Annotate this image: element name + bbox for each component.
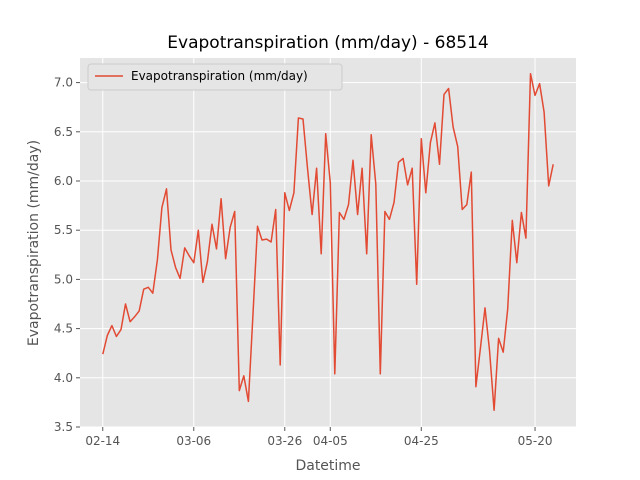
y-tick-label: 7.0 xyxy=(54,76,73,90)
legend-box xyxy=(87,63,343,91)
x-tick-label: 04-05 xyxy=(313,434,348,448)
chart-title: Evapotranspiration (mm/day) - 68514 xyxy=(167,33,488,53)
x-tick-label: 03-06 xyxy=(176,434,211,448)
legend-label: Evapotranspiration (mm/day) xyxy=(131,69,308,83)
y-tick-label: 4.0 xyxy=(54,371,73,385)
x-tick-label: 03-26 xyxy=(267,434,302,448)
x-tick-label: 05-20 xyxy=(518,434,553,448)
y-axis-label: Evapotranspiration (mm/day) xyxy=(26,140,42,346)
x-tick-label: 04-25 xyxy=(404,434,439,448)
legend: Evapotranspiration (mm/day) xyxy=(87,63,343,91)
y-tick-label: 3.5 xyxy=(54,420,73,434)
plot-area xyxy=(80,58,576,427)
axis-ticks: 3.5 4.0 4.5 5.0 5.5 6.0 6.5 7.0 02-14 03-06 03-26 0… xyxy=(54,76,553,448)
y-tick-label: 6.5 xyxy=(54,125,73,139)
grid xyxy=(80,58,576,428)
y-tick-label: 5.0 xyxy=(54,272,73,286)
x-axis-label: Datetime xyxy=(295,458,360,474)
y-tick-label: 5.5 xyxy=(54,223,73,237)
x-tick-label: 02-14 xyxy=(85,434,120,448)
y-tick-label: 4.5 xyxy=(54,322,73,336)
y-tick-label: 6.0 xyxy=(54,174,73,188)
series-line-evapotranspiration xyxy=(102,72,554,412)
